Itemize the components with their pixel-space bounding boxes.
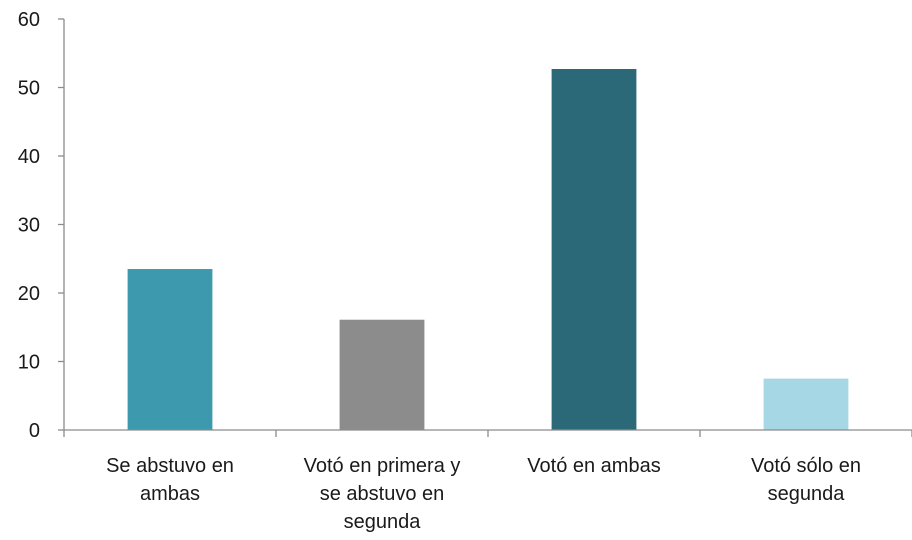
bar-1 [127,269,213,430]
x-category-label-1: Se abstuvo en ambas [106,455,234,505]
x-category-label-line: Votó sólo en [751,455,861,477]
x-category-label-line: Se abstuvo en [106,455,234,477]
x-category-label-3: Votó en ambas [527,455,660,477]
x-category-label-line: se abstuvo en [320,483,445,505]
y-tick-label: 60 [18,9,40,31]
y-tick-label: 50 [18,78,40,100]
x-category-label-2: Votó en primera y se abstuvo en segunda [304,455,461,533]
x-category-label-line: Votó en ambas [527,455,660,477]
x-category-label-4: Votó sólo en segunda [751,455,861,505]
x-category-label-line: ambas [140,483,200,505]
bar-3 [551,69,637,430]
bar-4 [763,378,849,430]
bar-2 [339,319,425,430]
y-tick-label: 40 [18,146,40,168]
y-tick-label: 10 [18,352,40,374]
y-tick-label: 20 [18,283,40,305]
x-category-label-line: segunda [768,483,846,505]
x-category-label-line: Votó en primera y [304,455,461,477]
y-tick-label: 30 [18,215,40,237]
y-tick-label: 0 [29,420,40,442]
x-category-label-line: segunda [344,511,422,533]
